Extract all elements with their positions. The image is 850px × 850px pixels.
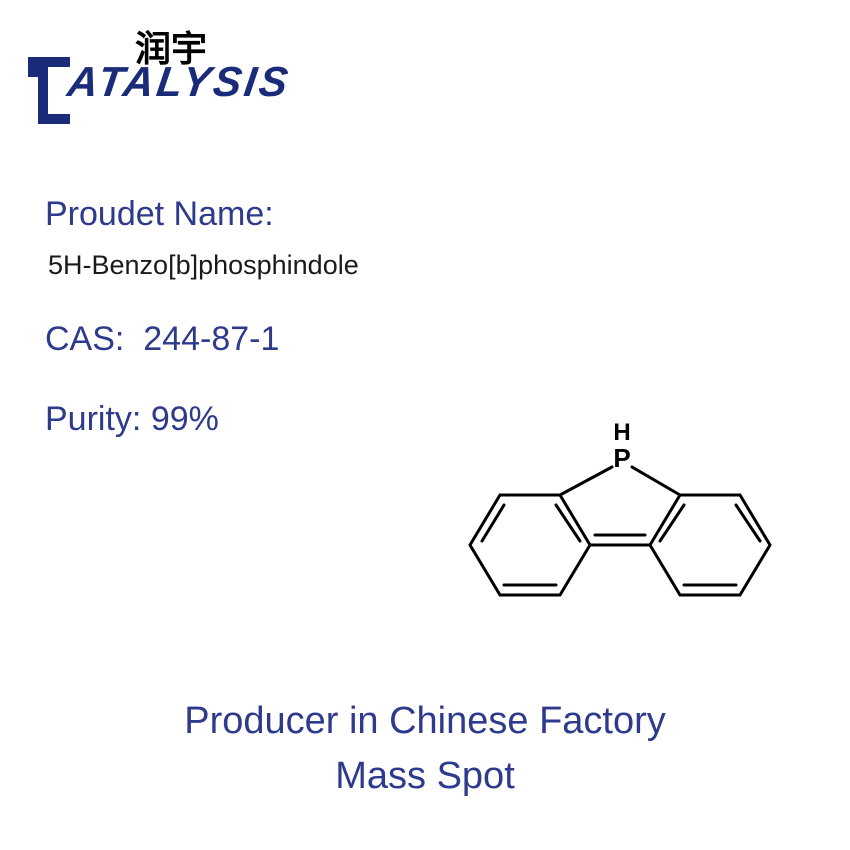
footer-line-1: Producer in Chinese Factory bbox=[0, 700, 850, 743]
product-name-value: 5H-Benzo[b]phosphindole bbox=[48, 250, 359, 281]
footer-line-2: Mass Spot bbox=[0, 755, 850, 798]
purity-value: 99% bbox=[151, 400, 219, 438]
logo-english-text: ATALYSIS bbox=[65, 58, 294, 106]
atom-h-label: H bbox=[613, 419, 630, 446]
purity-label: Purity: bbox=[45, 400, 141, 438]
cas-label: CAS: bbox=[45, 320, 124, 358]
product-name-label: Proudet Name: bbox=[45, 195, 274, 234]
cas-row: CAS: 244-87-1 bbox=[45, 320, 279, 359]
purity-row: Purity: 99% bbox=[45, 400, 219, 439]
cas-value: 244-87-1 bbox=[143, 320, 279, 358]
atom-p-label: P bbox=[613, 443, 630, 473]
chemical-structure-diagram: P H bbox=[440, 415, 800, 645]
